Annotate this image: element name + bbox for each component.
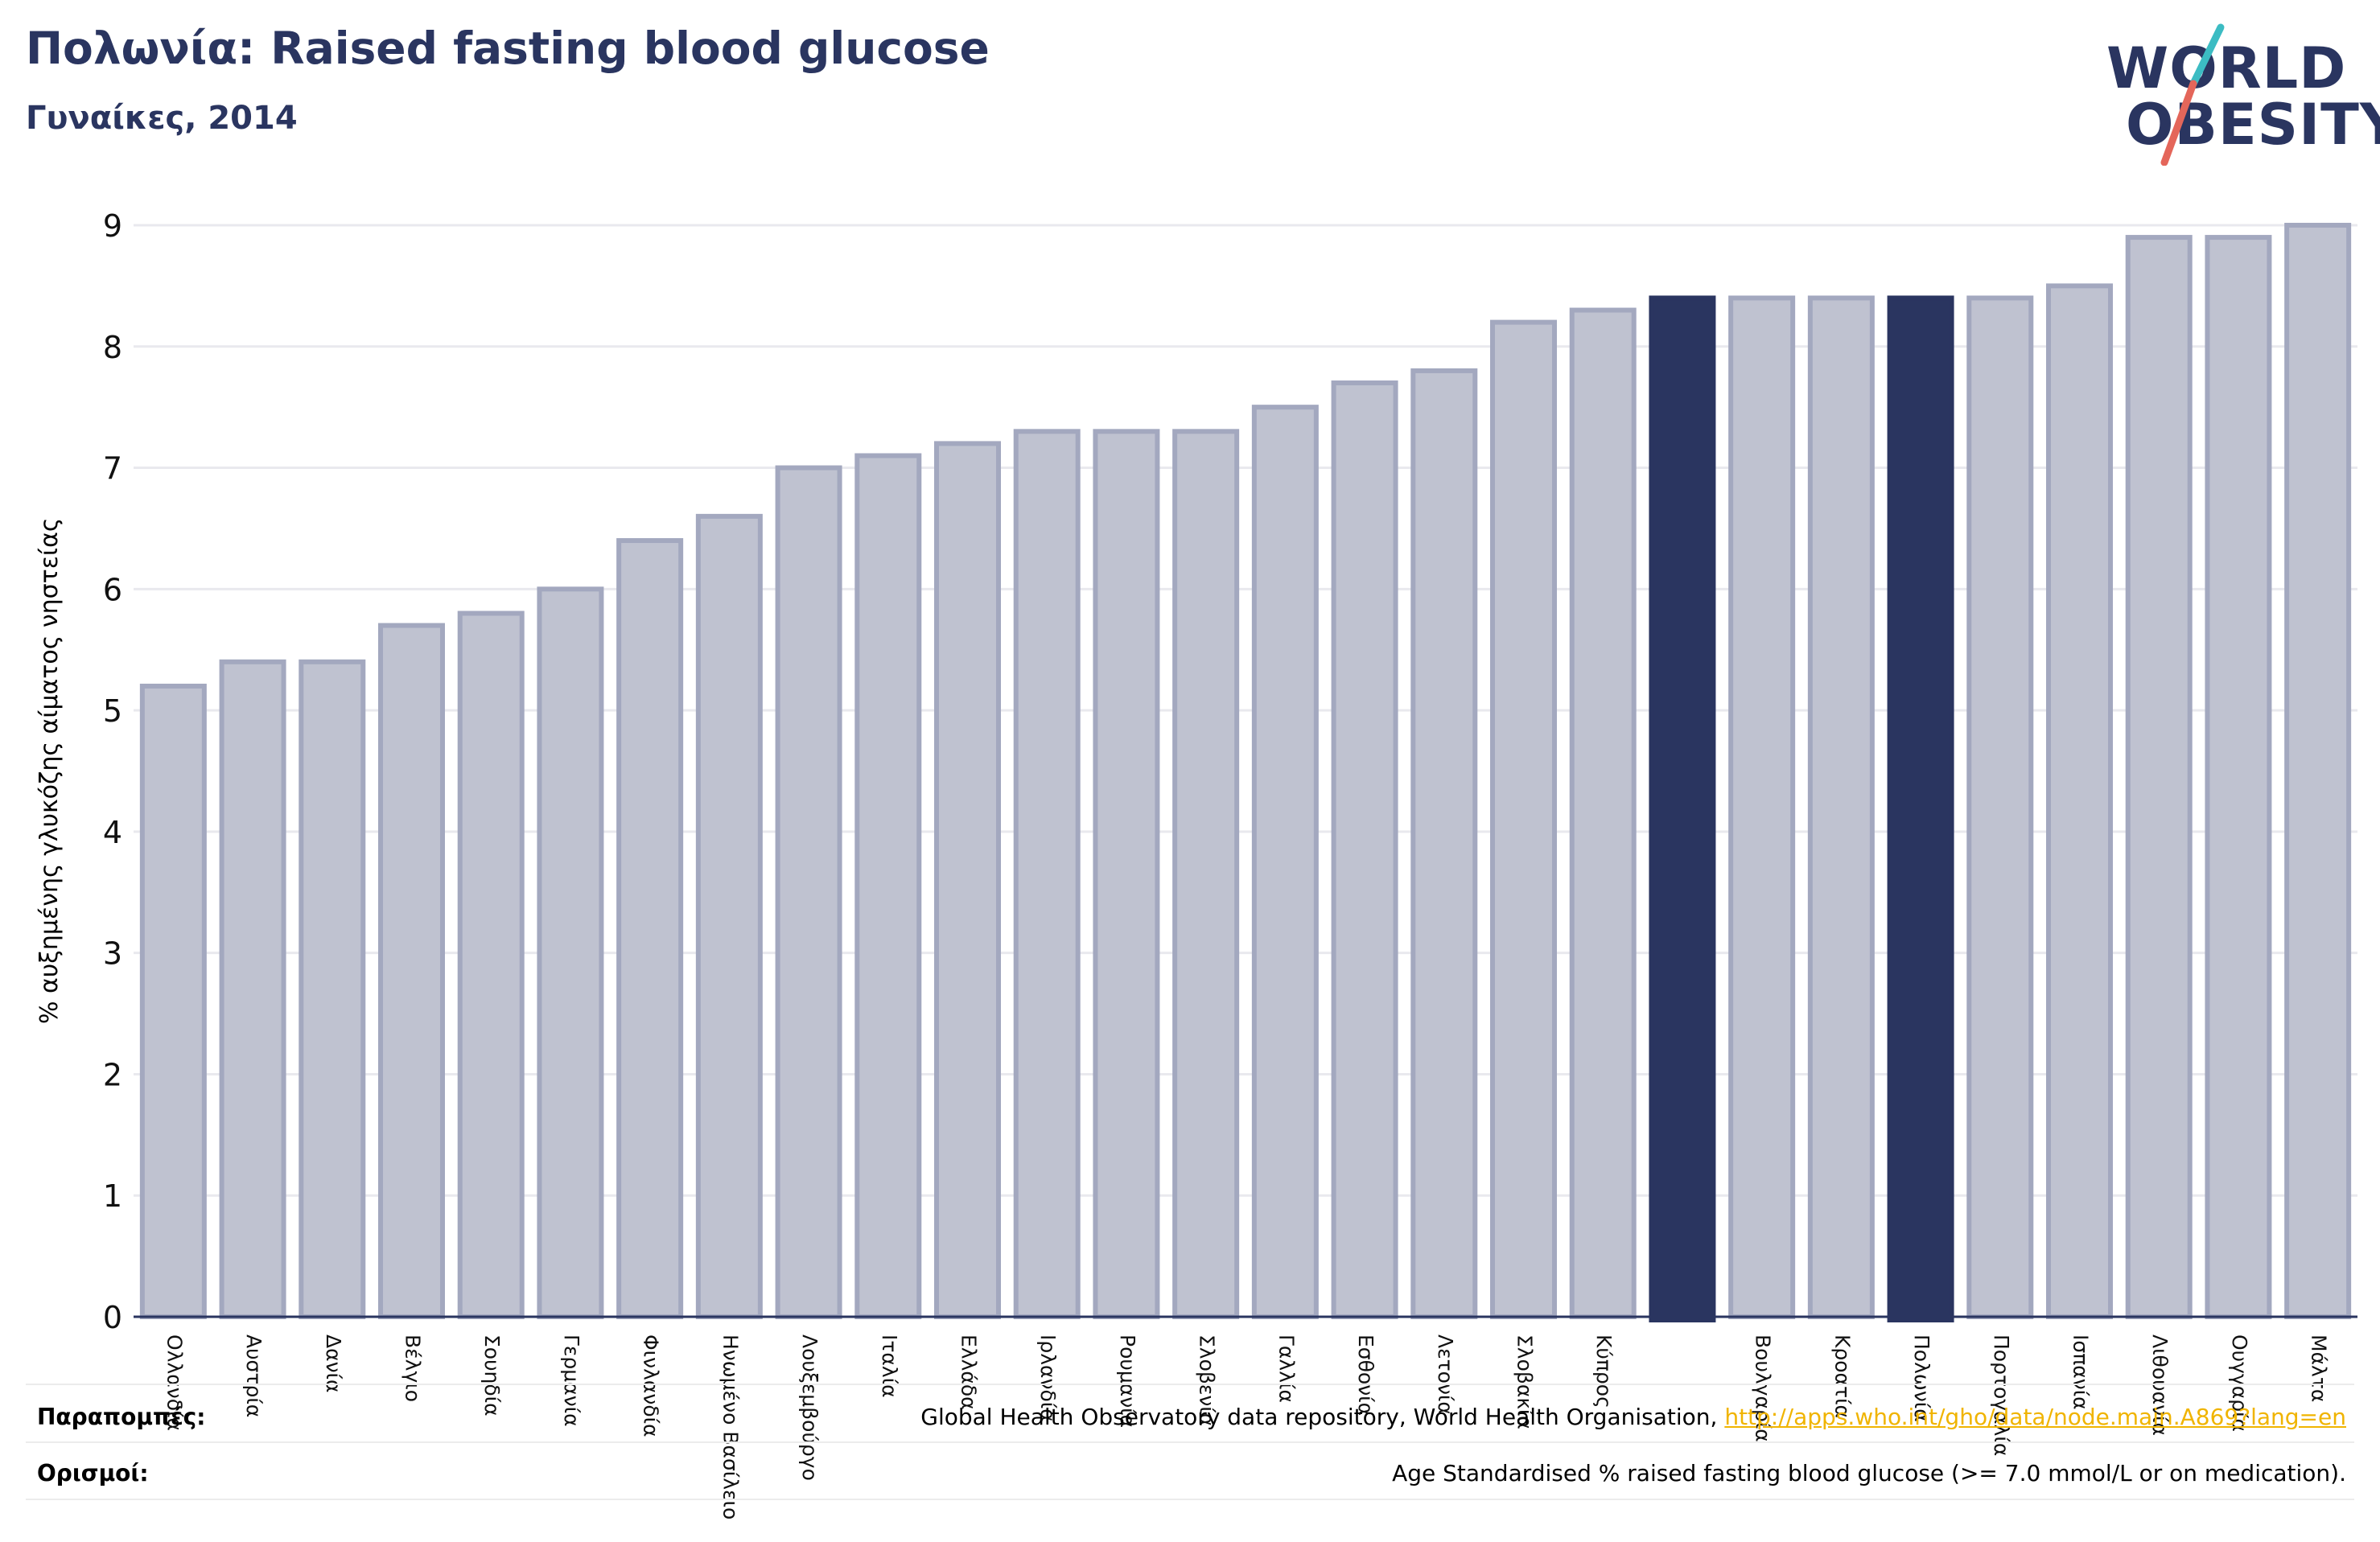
x-tick-label: Ισπανία [2069, 1334, 2093, 1410]
x-tick-label: Ελλάδα [957, 1334, 981, 1410]
definitions-value: Age Standardised % raised fasting blood … [1392, 1460, 2346, 1486]
logo-word-world: WORLD [2106, 35, 2347, 101]
x-tick-label: Εσθονία [1354, 1334, 1377, 1416]
y-tick-label: 8 [103, 330, 122, 365]
bar-highlighted [1649, 295, 1716, 1322]
x-tick-label: Βουλγαρία [1752, 1334, 1775, 1442]
bar [1410, 368, 1478, 1319]
x-tick-label: Μάλτα [2308, 1334, 2331, 1402]
bar [2125, 235, 2193, 1320]
x-tick-label: Κροατία [1830, 1334, 1854, 1418]
x-tick-label: Ιρλανδία [1036, 1334, 1060, 1422]
bar [1013, 429, 1081, 1319]
y-tick-label: 3 [103, 936, 122, 972]
chart-title: Πολωνία: Raised fasting blood glucose [26, 23, 990, 74]
y-tick-label: 1 [103, 1178, 122, 1214]
x-tick-label: Γερμανία [560, 1334, 583, 1427]
bar [854, 453, 922, 1319]
x-tick-label: Αυστρία [242, 1334, 266, 1417]
footer-divider-bottom [26, 1499, 2354, 1500]
sources-link[interactable]: http://apps.who.int/gho/data/node.main.A… [1724, 1404, 2346, 1430]
bar [219, 659, 286, 1319]
x-tick-label: Ιταλία [878, 1334, 901, 1398]
bar [1728, 295, 1796, 1319]
bar [1172, 429, 1240, 1319]
bar [537, 586, 604, 1319]
x-tick-label: Πολωνία [1910, 1334, 1933, 1422]
x-tick-label: Γαλλία [1274, 1334, 1298, 1403]
x-tick-label: Σλοβενία [1196, 1334, 1219, 1426]
y-tick-label: 5 [103, 693, 122, 729]
footer-divider-middle [26, 1441, 2354, 1443]
x-tick-label: Ρουμανία [1116, 1334, 1139, 1428]
x-tick-label: Σουηδία [480, 1334, 504, 1417]
bar [1093, 429, 1160, 1319]
bar [695, 513, 763, 1319]
bar [775, 465, 842, 1319]
chart-subtitle: Γυναίκες, 2014 [26, 100, 298, 137]
bar [1251, 405, 1319, 1320]
bar [2205, 235, 2272, 1320]
y-tick-label: 4 [103, 815, 122, 850]
bar [1490, 319, 1557, 1320]
x-tick-label: Λετονία [1434, 1334, 1457, 1415]
x-tick-label: Φινλανδία [640, 1334, 663, 1437]
y-tick-label: 0 [103, 1300, 122, 1335]
x-tick-label: Ολλανδία [163, 1334, 186, 1431]
x-tick-label: Σλοβακία [1513, 1334, 1537, 1429]
bar [1331, 380, 1398, 1319]
bar [2284, 223, 2352, 1319]
x-tick-label: Ουγγαρία [2228, 1334, 2251, 1432]
x-tick-label: Λιθουανία [2148, 1334, 2172, 1436]
y-tick-label: 2 [103, 1057, 122, 1092]
y-tick-label: 9 [103, 208, 122, 244]
bar [1807, 295, 1875, 1319]
sources-text: Global Health Observatory data repositor… [920, 1404, 1725, 1430]
definitions-label: Ορισμοί: [37, 1460, 149, 1486]
bar-highlighted [1887, 295, 1954, 1322]
bar [1966, 295, 2034, 1319]
world-obesity-logo: WORLD OBESITY [2092, 21, 2380, 166]
sources-label: Παραπομπές: [37, 1404, 206, 1430]
x-tick-label: Ηνωμένο Βασίλειο [719, 1334, 742, 1519]
x-tick-label: Δανία [322, 1334, 345, 1393]
bar [1569, 307, 1637, 1319]
sources-value: Global Health Observatory data repositor… [920, 1404, 2346, 1430]
bar [616, 538, 684, 1319]
x-tick-label: Πορτογαλία [1990, 1334, 2013, 1456]
y-tick-label: 6 [103, 572, 122, 607]
x-tick-label: Βέλγιο [401, 1334, 425, 1402]
x-tick-label: Κύπρος [1592, 1334, 1616, 1408]
y-tick-label: 7 [103, 451, 122, 487]
footer-divider-top [26, 1384, 2354, 1385]
x-tick-label: Λουξεμβούργο [798, 1334, 821, 1481]
bar [934, 441, 1001, 1319]
y-axis-label: % αυξημένης γλυκόζης αίματος νηστείας [35, 517, 64, 1025]
bar [457, 611, 525, 1319]
logo-slash-icon [2160, 23, 2225, 166]
bar [378, 623, 445, 1319]
bar [299, 659, 366, 1319]
bar [2046, 283, 2113, 1319]
bar [139, 683, 207, 1319]
